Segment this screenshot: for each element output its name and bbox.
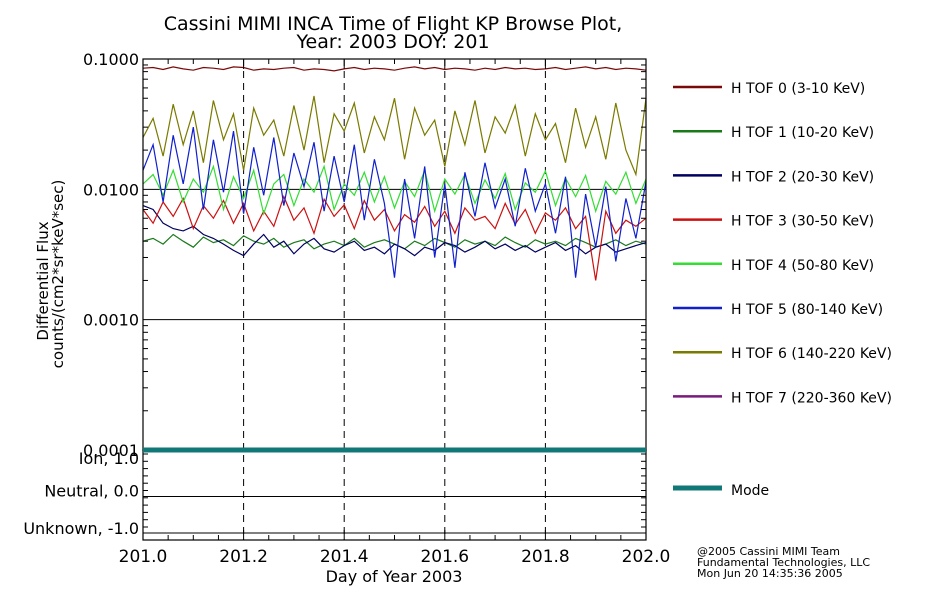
legend-label-tof6: H TOF 6 (140-220 KeV)	[731, 346, 892, 362]
series-line-tof3	[142, 194, 647, 281]
legend-label-tof2: H TOF 2 (20-30 KeV)	[731, 169, 874, 185]
x-tick-label-2: 201.4	[320, 547, 369, 567]
y-tick-label-2: 0.0100	[83, 180, 139, 199]
legend-label-tof1: H TOF 1 (10-20 KeV)	[731, 125, 874, 141]
x-axis-label: Day of Year 2003	[326, 567, 463, 586]
flux-panel-frame	[142, 58, 647, 451]
y-axis-label-line2: counts/(cm2*sr*keV*sec)	[49, 180, 67, 369]
mode-tick-label-2: Unknown, -1.0	[23, 519, 139, 538]
chart-subtitle: Year: 2003 DOY: 201	[295, 31, 489, 53]
legend-label-mode: Mode	[731, 483, 769, 499]
x-tick-label-1: 201.2	[219, 547, 268, 567]
series-line-tof2	[142, 205, 647, 257]
mode-panel-frame	[142, 449, 647, 541]
x-axis-ticks: 201.0 201.2 201.4 201.6 201.8 202.0	[119, 59, 671, 567]
legend-label-tof5: H TOF 5 (80-140 KeV)	[731, 302, 883, 318]
series-line-tof0	[142, 66, 647, 72]
legend: H TOF 0 (3-10 KeV) H TOF 1 (10-20 KeV) H T…	[673, 81, 892, 499]
y-tick-label-3: 0.1000	[83, 50, 139, 69]
legend-label-tof0: H TOF 0 (3-10 KeV)	[731, 81, 865, 97]
credit-line-2: Fundamental Technologies, LLC	[697, 556, 870, 569]
y-tick-label-1: 0.0010	[83, 311, 139, 330]
legend-label-tof4: H TOF 4 (50-80 KeV)	[731, 258, 874, 274]
x-tick-label-5: 202.0	[622, 547, 671, 567]
mode-axis-ticks: Ion, 1.0 Neutral, 0.0 Unknown, -1.0	[23, 449, 646, 538]
series-line-tof6	[142, 95, 647, 177]
y-axis-label-line1: Differential Flux	[34, 221, 52, 340]
x-tick-label-4: 201.8	[521, 547, 570, 567]
series-line-tof4	[142, 164, 647, 216]
flux-panel-grid	[143, 58, 646, 540]
series-line-tof5	[142, 126, 647, 278]
credit-line-1: @2005 Cassini MIMI Team	[697, 545, 840, 558]
chart-title: Cassini MIMI INCA Time of Flight KP Brow…	[164, 13, 623, 35]
mode-tick-label-1: Neutral, 0.0	[44, 482, 139, 501]
y-tick-label-0: 0.0001	[83, 441, 139, 460]
flux-series-lines	[142, 66, 647, 281]
y-axis-ticks: 0.0001 0.0010 0.0100 0.1000	[83, 50, 646, 460]
credit-line-3: Mon Jun 20 14:35:36 2005	[697, 567, 843, 580]
x-tick-label-3: 201.6	[420, 547, 469, 567]
legend-label-tof3: H TOF 3 (30-50 KeV)	[731, 214, 874, 230]
x-tick-label-0: 201.0	[119, 547, 168, 567]
mode-tick-label-0: Ion, 1.0	[79, 449, 139, 468]
legend-label-tof7: H TOF 7 (220-360 KeV)	[731, 390, 892, 406]
mode-panel-grid	[143, 496, 646, 534]
